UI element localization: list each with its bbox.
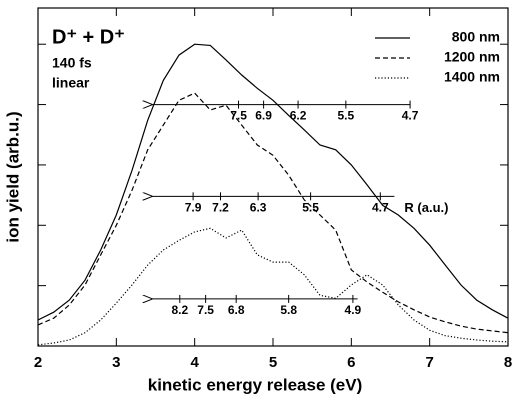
r-tick-label: 7.5 [230,109,247,123]
x-tick-label: 4 [190,354,199,371]
r-tick-label: 7.9 [185,200,202,214]
annotation: D⁺ + D⁺ [52,26,125,48]
series-line [37,43,509,321]
x-tick-label: 3 [112,354,120,371]
r-tick-label: 4.7 [402,109,419,123]
r-tick-label: 6.9 [255,109,272,123]
x-axis-label: kinetic energy release (eV) [148,375,363,394]
r-tick-label: 6.2 [290,109,307,123]
legend-label: 1200 nm [444,49,500,65]
r-tick-label: 5.8 [280,303,297,317]
series-line [37,92,509,334]
r-tick-label: 7.5 [197,303,214,317]
r-tick-label: 5.5 [302,200,319,214]
r-axis-label: R (a.u.) [404,200,448,215]
x-tick-label: 7 [425,354,433,371]
x-tick-label: 5 [269,354,277,371]
legend-label: 800 nm [452,29,500,45]
x-tick-label: 6 [347,354,355,371]
x-tick-label: 8 [504,354,512,371]
legend-label: 1400 nm [444,69,500,85]
annotation: 140 fs [52,55,92,71]
r-tick-label: 6.3 [250,200,267,214]
r-tick-label: 8.2 [171,303,188,317]
r-tick-label: 5.5 [338,109,355,123]
series-line [37,227,509,346]
plot-frame [37,7,509,347]
annotation: linear [52,75,90,91]
r-tick-label: 6.8 [228,303,245,317]
y-axis-label: ion yield (arb.u.) [3,111,22,242]
x-tick-label: 2 [34,354,42,371]
r-tick-label: 4.7 [372,200,389,214]
r-tick-label: 7.2 [212,200,229,214]
r-tick-label: 4.9 [345,303,362,317]
